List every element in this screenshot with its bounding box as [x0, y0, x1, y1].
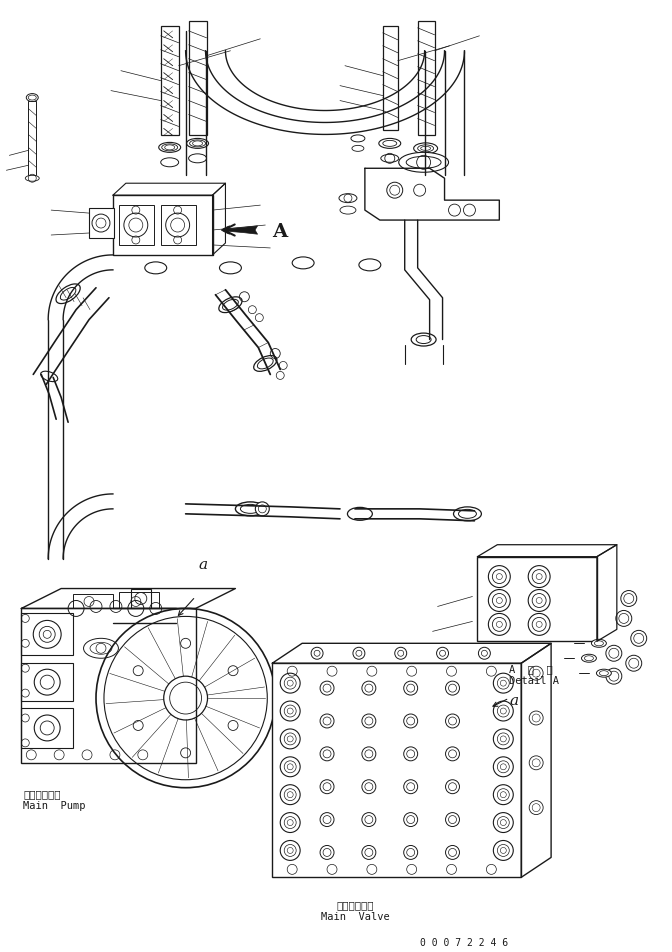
Ellipse shape [339, 194, 357, 204]
Ellipse shape [235, 503, 265, 516]
Ellipse shape [159, 143, 181, 153]
Ellipse shape [144, 263, 167, 274]
Bar [119, 592, 159, 609]
Bar [89, 208, 114, 239]
Text: A  詳  細: A 詳 細 [509, 664, 553, 673]
Ellipse shape [398, 153, 448, 173]
Ellipse shape [161, 159, 179, 168]
Circle shape [255, 503, 269, 516]
Bar [113, 196, 212, 256]
Text: 0 0 0 7 2 2 4 6: 0 0 0 7 2 2 4 6 [419, 937, 508, 947]
Ellipse shape [411, 334, 436, 347]
Ellipse shape [40, 372, 58, 382]
Text: Main  Pump: Main Pump [24, 800, 86, 810]
Ellipse shape [351, 136, 365, 143]
Ellipse shape [220, 263, 241, 274]
Bar [28, 102, 36, 176]
Ellipse shape [26, 94, 38, 103]
Ellipse shape [56, 285, 80, 305]
Ellipse shape [187, 139, 208, 149]
Bar [131, 589, 151, 609]
Ellipse shape [379, 139, 401, 149]
Bar [113, 196, 212, 256]
Bar [22, 664, 73, 702]
Ellipse shape [189, 154, 206, 164]
Ellipse shape [591, 640, 606, 647]
Bar [189, 22, 206, 136]
Ellipse shape [597, 669, 612, 678]
Text: メインバルブ: メインバルブ [336, 900, 374, 909]
Text: Detail A: Detail A [509, 676, 559, 685]
Ellipse shape [454, 507, 481, 522]
Ellipse shape [26, 176, 39, 182]
Bar [22, 708, 73, 748]
Text: Main  Valve: Main Valve [321, 911, 389, 922]
Bar [22, 609, 196, 763]
Bar [22, 614, 73, 656]
Ellipse shape [359, 260, 381, 271]
Bar [383, 27, 398, 131]
Bar [272, 664, 521, 878]
Bar [73, 594, 113, 609]
Text: A: A [272, 223, 288, 241]
Ellipse shape [347, 507, 372, 521]
Ellipse shape [254, 356, 277, 372]
Bar [161, 27, 179, 136]
Bar [418, 22, 435, 136]
Ellipse shape [414, 144, 437, 154]
Bar [477, 557, 597, 642]
Text: a: a [509, 693, 518, 707]
Bar [119, 206, 154, 246]
Ellipse shape [219, 298, 242, 313]
Ellipse shape [292, 258, 314, 269]
Text: メインポンプ: メインポンプ [24, 788, 60, 798]
Ellipse shape [381, 155, 398, 163]
Ellipse shape [581, 655, 597, 663]
Text: a: a [198, 557, 208, 571]
Bar [161, 206, 196, 246]
